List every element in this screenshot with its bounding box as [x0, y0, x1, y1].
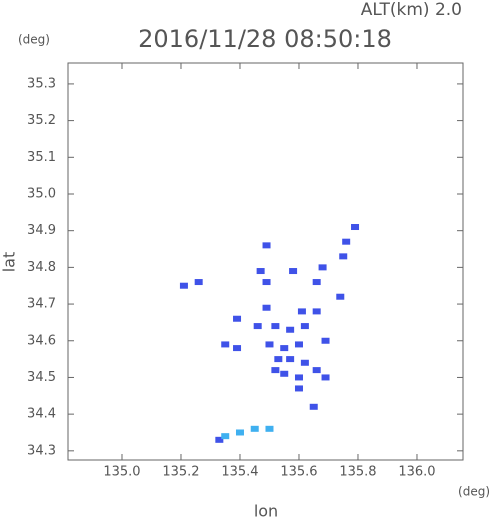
subtitle: ALT(km) 2.0 — [361, 0, 462, 20]
echo-point — [309, 403, 318, 410]
echo-point — [351, 224, 360, 231]
echo-point — [271, 367, 280, 374]
echo-point — [280, 345, 289, 352]
echo-point — [262, 242, 271, 249]
echo-point — [339, 253, 348, 260]
echo-point — [300, 323, 309, 330]
x-tick-label: 135.0 — [103, 465, 140, 480]
chart-title: 2016/11/28 08:50:18 — [138, 25, 392, 53]
y-tick-label: 35.1 — [27, 150, 56, 165]
x-tick-label: 135.8 — [339, 465, 376, 480]
echo-point — [271, 323, 280, 330]
echo-point — [265, 425, 274, 432]
echo-point — [256, 268, 265, 275]
x-tick-label: 136.0 — [398, 465, 435, 480]
echo-point — [286, 356, 295, 363]
echo-point — [321, 374, 330, 381]
echo-point — [235, 429, 244, 436]
echo-point — [221, 433, 230, 440]
echo-point — [342, 238, 351, 245]
echo-point — [262, 304, 271, 311]
echo-point — [312, 367, 321, 374]
y-tick-label: 35.2 — [27, 113, 56, 128]
x-tick-label: 135.2 — [162, 465, 199, 480]
echo-point — [265, 341, 274, 348]
echo-point — [321, 337, 330, 344]
echo-point — [318, 264, 327, 271]
echo-point — [312, 279, 321, 286]
y-tick-label: 34.5 — [27, 370, 56, 385]
x-axis-label: lon — [254, 502, 278, 521]
echo-point — [194, 279, 203, 286]
echo-point — [336, 293, 345, 300]
y-tick-label: 35.0 — [27, 186, 56, 201]
echo-point — [233, 315, 242, 322]
y-tick-label: 34.6 — [27, 333, 56, 348]
y-tick-label: 34.4 — [27, 407, 56, 422]
echo-point — [250, 425, 259, 432]
echo-point — [294, 341, 303, 348]
echo-point — [286, 326, 295, 333]
echo-point — [280, 370, 289, 377]
plot-frame — [67, 62, 464, 461]
echo-point — [233, 345, 242, 352]
x-tick-label: 135.4 — [221, 465, 258, 480]
y-tick-label: 34.3 — [27, 443, 56, 458]
y-axis-label: lat — [0, 252, 19, 273]
echo-point — [294, 385, 303, 392]
echo-point — [297, 308, 306, 315]
echo-point — [179, 282, 188, 289]
y-unit: (deg) — [18, 33, 50, 47]
y-tick-label: 35.3 — [27, 76, 56, 91]
x-tick-label: 135.6 — [280, 465, 317, 480]
echo-point — [253, 323, 262, 330]
echo-point — [215, 436, 224, 443]
echo-point — [312, 308, 321, 315]
y-tick-label: 34.7 — [27, 297, 56, 312]
x-unit: (deg) — [458, 485, 490, 499]
echo-point — [300, 359, 309, 366]
echo-point — [274, 356, 283, 363]
echo-point — [289, 268, 298, 275]
echo-point — [221, 341, 230, 348]
echo-point — [294, 374, 303, 381]
y-tick-label: 34.8 — [27, 260, 56, 275]
y-tick-label: 34.9 — [27, 223, 56, 238]
echo-point — [262, 279, 271, 286]
